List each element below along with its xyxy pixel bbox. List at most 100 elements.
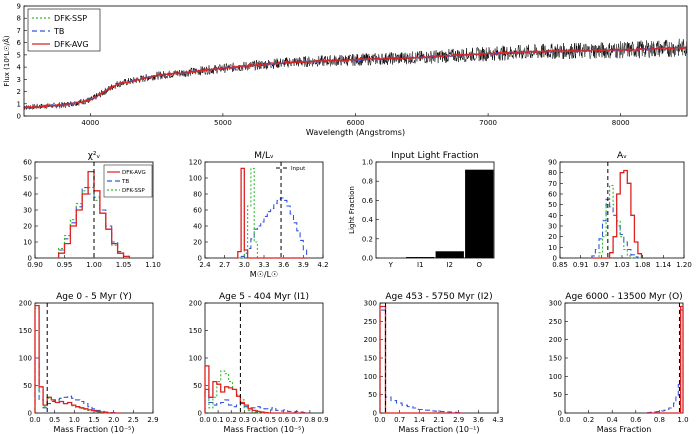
ageI2-hist-dfk-avg <box>379 305 463 414</box>
ml-ytick-label: 40 <box>193 223 202 231</box>
spectrum-legend-label: DFK-AVG <box>54 40 89 49</box>
chi2-ytick-label: 50 <box>23 175 32 183</box>
ageI1-xlabel: Mass Fraction (10⁻⁵) <box>223 425 304 434</box>
ml-hist-tb <box>234 197 308 259</box>
ageY-axes <box>34 302 154 414</box>
inputfrac-ytick-label: 0.8 <box>362 178 373 186</box>
av-ytick-label: 10 <box>548 244 557 252</box>
ageI2-ytick-label: 250 <box>364 318 377 326</box>
av-xtick-label: 1.20 <box>676 261 692 269</box>
ml-ytick-label: 0 <box>198 255 202 263</box>
chi2-legend-label: DFK-SSP <box>122 188 145 194</box>
av-ytick-label: 50 <box>548 201 557 209</box>
ageO-ytick-label: 50 <box>553 391 562 399</box>
inputfrac-ylabel: Light Fraction <box>348 186 356 234</box>
inputfrac-ytick-label: 0.6 <box>362 197 374 205</box>
ageO-xlabel: Mass Fraction <box>597 425 652 434</box>
ageO-xtick-label: 0.0 <box>559 416 570 424</box>
spectrum-observed-line <box>23 38 687 111</box>
chi2-ytick-label: 30 <box>23 207 32 215</box>
ageY-ytick-label: 150 <box>19 327 32 335</box>
ageI2-xtick-label: 3.6 <box>473 416 485 424</box>
ageY-xtick-label: 1.0 <box>69 416 80 424</box>
spectrum-legend-label: DFK-SSP <box>54 14 87 23</box>
av-ytick-label: 20 <box>548 233 557 241</box>
ageI1-xtick-label: 0.9 <box>317 416 328 424</box>
av-ytick-label: 60 <box>548 191 557 199</box>
ageO-ytick-label: 0 <box>558 410 562 418</box>
ageI1-xtick-label: 0.5 <box>265 416 276 424</box>
inputfrac-xtick-label: I1 <box>417 261 424 269</box>
ageI1-xtick-label: 0.3 <box>239 416 250 424</box>
ml-ytick-label: 20 <box>193 239 202 247</box>
inputfrac-axes <box>375 161 495 259</box>
ageO-ytick-label: 300 <box>549 300 562 308</box>
ml-legend-label: Input <box>291 166 306 172</box>
inputfrac-bar <box>406 257 435 258</box>
chi2-hist-dfk-avg <box>57 170 131 258</box>
av-xtick-label: 0.85 <box>552 261 568 269</box>
ageO-ytick-label: 100 <box>549 373 562 381</box>
ml-xtick-label: 2.7 <box>219 261 230 269</box>
ml-hist-dfk-avg <box>234 167 307 259</box>
inputfrac-bar <box>435 251 464 258</box>
ml-xtick-label: 3.6 <box>278 261 290 269</box>
ageI1-hist-dfk-ssp <box>204 370 308 414</box>
spectrum-ytick-label: 8 <box>17 15 21 23</box>
av-ytick-label: 80 <box>548 169 557 177</box>
ageI1-ytick-label: 100 <box>189 355 202 363</box>
ageI2-hist-tb <box>379 309 463 414</box>
av-ytick-label: 0 <box>553 255 557 263</box>
ageI1-ytick-label: 50 <box>193 382 202 390</box>
ageI1-xtick-label: 0.7 <box>291 416 302 424</box>
av-xtick-label: 1.03 <box>614 261 630 269</box>
ageI2-ytick-label: 50 <box>368 391 377 399</box>
ml-xtick-label: 2.4 <box>199 261 211 269</box>
ml-axes <box>204 161 324 259</box>
ml-xtick-label: 3.9 <box>298 261 309 269</box>
chi2-xtick-label: 1.00 <box>86 261 102 269</box>
chi2-xtick-label: 0.95 <box>57 261 73 269</box>
inputfrac-bar <box>465 169 494 258</box>
chi2-ytick-label: 10 <box>23 239 32 247</box>
ageI2-axes <box>379 302 499 414</box>
ageO-hist-tb <box>647 309 684 414</box>
ageI1-xtick-label: 0.1 <box>213 416 224 424</box>
ageI2-xtick-label: 2.9 <box>453 416 464 424</box>
ageI2-xtick-label: 0.7 <box>394 416 405 424</box>
ageI2-xlabel: Mass Fraction (10⁻¹) <box>398 425 479 434</box>
inputfrac-xtick-label: I2 <box>446 261 453 269</box>
ageY-ytick-label: 50 <box>23 382 32 390</box>
chi2-ytick-label: 0 <box>28 255 32 263</box>
ageI1-ytick-label: 150 <box>189 327 202 335</box>
spectrum-xtick-label: 4000 <box>81 119 99 127</box>
ageI1-axes <box>204 302 324 414</box>
ageY-hist-dfk-avg <box>34 304 121 414</box>
chi2-legend-label: TB <box>121 179 129 185</box>
ageI2-xtick-label: 0.0 <box>374 416 385 424</box>
spectrum-series-dfk-ssp <box>23 46 687 110</box>
spectrum-xtick-label: 7000 <box>479 119 497 127</box>
ml-xtick-label: 4.2 <box>317 261 328 269</box>
av-title: Aᵥ <box>617 151 627 161</box>
ageI2-ytick-label: 300 <box>364 300 377 308</box>
av-hist-dfk-avg <box>591 169 643 259</box>
inputfrac-xtick-label: Y <box>388 261 394 269</box>
ml-xtick-label: 3.0 <box>239 261 250 269</box>
spectrum-ytick-label: 2 <box>17 88 21 96</box>
av-ytick-label: 30 <box>548 223 557 231</box>
chi2-xtick-label: 1.05 <box>116 261 132 269</box>
ml-xtick-label: 3.3 <box>258 261 269 269</box>
ageI1-hist-tb <box>204 388 308 414</box>
ageI2-xtick-label: 4.3 <box>492 416 503 424</box>
chi2-legend-label: DFK-AVG <box>122 170 146 176</box>
spectrum-ytick-label: 3 <box>17 76 21 84</box>
ml-ytick-label: 60 <box>193 207 202 215</box>
inputfrac-ytick-label: 0.4 <box>362 216 374 224</box>
inputfrac-xtick-label: O <box>476 261 482 269</box>
ageY-title: Age 0 - 5 Myr (Y) <box>56 292 132 302</box>
ageO-ytick-label: 200 <box>549 336 562 344</box>
ageY-xtick-label: 2.5 <box>128 416 139 424</box>
ml-hist-dfk-ssp <box>234 167 307 259</box>
